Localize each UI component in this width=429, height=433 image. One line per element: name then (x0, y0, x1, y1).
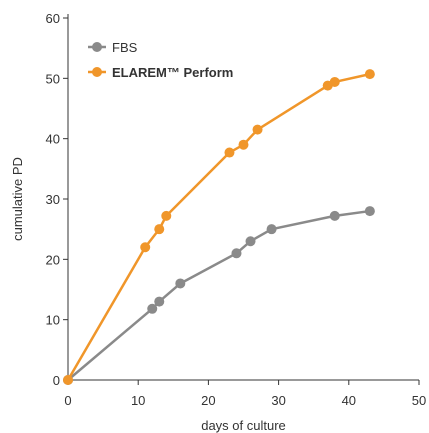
x-tick-label: 40 (342, 393, 356, 408)
x-axis-ticks: 0 10 20 30 40 50 (64, 380, 426, 408)
data-point (238, 139, 249, 150)
x-tick-label: 10 (131, 393, 145, 408)
x-tick-label: 20 (201, 393, 215, 408)
data-point (175, 278, 186, 289)
y-tick-label: 20 (46, 252, 60, 267)
legend-marker (92, 67, 102, 77)
series-line (67, 209, 371, 381)
x-tick-label: 30 (271, 393, 285, 408)
legend: FBS ELAREM™ Perform (88, 40, 233, 80)
y-tick-label: 10 (46, 313, 60, 328)
series-elarem-perform (63, 69, 375, 385)
y-tick-label: 30 (46, 192, 60, 207)
legend-item: FBS (88, 40, 138, 55)
data-point (231, 248, 242, 259)
data-point (154, 296, 165, 307)
data-point (63, 375, 73, 385)
series-fbs (63, 206, 375, 385)
data-point (154, 224, 165, 235)
x-tick-label: 0 (64, 393, 71, 408)
data-point (252, 124, 263, 135)
data-point (224, 147, 235, 158)
data-point (364, 206, 375, 217)
x-tick-label: 50 (412, 393, 426, 408)
legend-marker (92, 42, 102, 52)
data-point (140, 242, 151, 253)
y-tick-label: 60 (46, 11, 60, 26)
series-line (66, 72, 371, 381)
data-point (329, 210, 340, 221)
data-point (245, 236, 256, 247)
y-axis-title: cumulative PD (10, 157, 25, 241)
legend-label: FBS (112, 40, 138, 55)
series-layer (63, 69, 375, 385)
y-tick-label: 0 (53, 373, 60, 388)
data-point (161, 210, 172, 221)
data-point (147, 303, 158, 314)
legend-label: ELAREM™ Perform (112, 65, 233, 80)
y-tick-label: 40 (46, 132, 60, 147)
data-point (364, 69, 375, 80)
x-axis-title: days of culture (201, 418, 286, 433)
y-axis-ticks: 0 10 20 30 40 50 60 (46, 11, 68, 388)
legend-item: ELAREM™ Perform (88, 65, 233, 80)
data-point (329, 76, 340, 87)
y-tick-label: 50 (46, 71, 60, 86)
axes (67, 14, 419, 381)
data-point (266, 224, 277, 235)
